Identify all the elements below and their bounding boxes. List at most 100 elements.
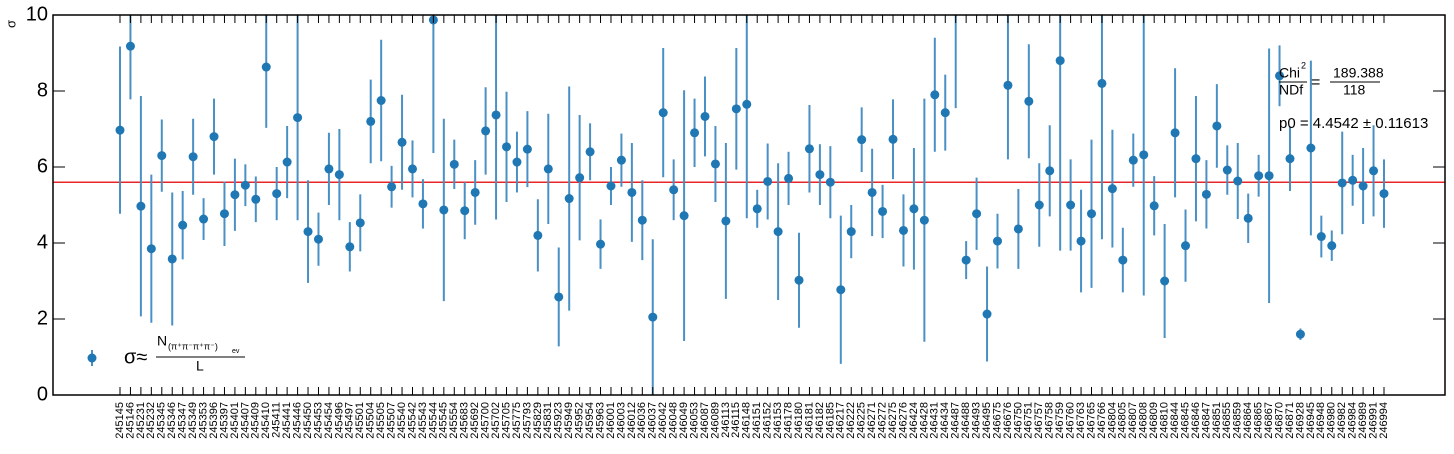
legend-denominator: L bbox=[196, 358, 204, 374]
x-tick-label: 246424 bbox=[908, 402, 920, 439]
x-tick-label: 245453 bbox=[312, 402, 324, 439]
x-tick-label: 245346 bbox=[166, 402, 178, 439]
data-point bbox=[157, 151, 167, 161]
data-point bbox=[637, 215, 647, 225]
x-tick-label: 245952 bbox=[574, 402, 586, 439]
data-point bbox=[1358, 181, 1368, 191]
data-point bbox=[1066, 200, 1076, 210]
data-point bbox=[992, 236, 1002, 246]
x-tick-label: 246493 bbox=[971, 402, 983, 439]
x-tick-label: 246488 bbox=[960, 402, 972, 439]
plot-area bbox=[53, 15, 1445, 395]
data-point bbox=[898, 225, 908, 235]
x-tick-label: 246217 bbox=[835, 402, 847, 439]
x-tick-label: 246048 bbox=[668, 402, 680, 439]
x-tick-label: 246808 bbox=[1138, 402, 1150, 439]
plot-frame bbox=[52, 14, 1446, 396]
y-tick-label: 6 bbox=[37, 155, 48, 177]
data-point bbox=[554, 292, 564, 302]
data-point bbox=[825, 177, 835, 187]
data-point bbox=[282, 157, 292, 167]
data-point bbox=[219, 209, 229, 219]
legend: σ≈ N (π⁺π⁻π⁺π⁻) ev L bbox=[87, 333, 245, 374]
data-point bbox=[857, 135, 867, 145]
data-point bbox=[627, 187, 637, 197]
x-tick-label: 245353 bbox=[197, 402, 209, 439]
x-tick-label: 245831 bbox=[542, 402, 554, 439]
x-tick-label: 245963 bbox=[594, 402, 606, 439]
x-tick-label: 245923 bbox=[553, 402, 565, 439]
data-point bbox=[491, 110, 501, 120]
data-point bbox=[961, 255, 971, 265]
x-tick-label: 246948 bbox=[1315, 402, 1327, 439]
x-tick-label: 246271 bbox=[866, 402, 878, 439]
x-tick-label: 246982 bbox=[1336, 402, 1348, 439]
x-tick-label: 246765 bbox=[1085, 402, 1097, 439]
data-point bbox=[648, 312, 658, 322]
data-point bbox=[334, 170, 344, 180]
x-tick-label: 245702 bbox=[490, 402, 502, 439]
data-point bbox=[533, 230, 543, 240]
data-point bbox=[543, 164, 553, 174]
x-tick-label: 246272 bbox=[876, 402, 888, 439]
data-point bbox=[387, 182, 397, 192]
data-point bbox=[909, 204, 919, 214]
y-tick-label: 10 bbox=[26, 3, 48, 25]
data-point bbox=[1201, 189, 1211, 199]
data-point bbox=[888, 134, 898, 144]
ndf-label: NDf bbox=[1279, 82, 1303, 98]
data-point bbox=[731, 104, 741, 114]
x-tick-label: 246675 bbox=[991, 402, 1003, 439]
data-point bbox=[230, 190, 240, 200]
x-tick-label: 246994 bbox=[1378, 402, 1390, 439]
data-point bbox=[836, 285, 846, 295]
data-point bbox=[1076, 236, 1086, 246]
data-point bbox=[982, 309, 992, 319]
x-tick-label: 245409 bbox=[250, 402, 262, 439]
data-point bbox=[146, 244, 156, 254]
data-point bbox=[585, 147, 595, 157]
x-tick-label: 246003 bbox=[615, 402, 627, 439]
data-point bbox=[240, 180, 250, 190]
x-tick-label: 246851 bbox=[1211, 402, 1223, 439]
data-point bbox=[293, 113, 303, 123]
x-tick-label: 246222 bbox=[845, 402, 857, 439]
legend-marker bbox=[87, 353, 97, 363]
x-tick-label: 245540 bbox=[396, 402, 408, 439]
data-point bbox=[564, 194, 574, 204]
data-point bbox=[940, 108, 950, 118]
x-tick-label: 245146 bbox=[124, 402, 136, 439]
x-tick-label: 245347 bbox=[177, 402, 189, 439]
data-point bbox=[418, 199, 428, 209]
data-point bbox=[700, 111, 710, 121]
x-tick-label: 245231 bbox=[135, 402, 147, 439]
y-tick-label: 2 bbox=[37, 307, 48, 329]
x-tick-label: 245545 bbox=[438, 402, 450, 439]
x-tick-label: 246113 bbox=[720, 402, 732, 438]
data-point bbox=[930, 90, 940, 100]
x-tick-label: 246844 bbox=[1169, 402, 1181, 439]
x-tick-label: 246276 bbox=[897, 402, 909, 439]
x-tick-label: 246766 bbox=[1096, 402, 1108, 439]
x-tick-label: 246037 bbox=[647, 402, 659, 439]
data-point bbox=[1139, 150, 1149, 160]
x-tick-label: 246980 bbox=[1326, 402, 1338, 439]
data-point bbox=[115, 125, 125, 135]
x-tick-label: 246864 bbox=[1242, 402, 1254, 439]
x-tick-label: 245542 bbox=[406, 402, 418, 439]
x-tick-label: 246759 bbox=[1054, 402, 1066, 439]
x-tick-label: 246431 bbox=[929, 402, 941, 439]
data-point bbox=[742, 99, 752, 109]
fit-info: Chi 2 NDf = 189.388 118 p0 = 4.4542 ± 0.… bbox=[1279, 60, 1428, 132]
data-point bbox=[606, 181, 616, 191]
x-tick-label: 246757 bbox=[1033, 402, 1045, 439]
data-point bbox=[616, 155, 626, 165]
y-tick-label: 8 bbox=[37, 79, 48, 101]
data-point bbox=[846, 227, 856, 237]
x-tick-label: 245949 bbox=[563, 402, 575, 439]
x-tick-label: 246049 bbox=[678, 402, 690, 439]
data-point bbox=[251, 194, 261, 204]
x-tick-label: 246185 bbox=[824, 402, 836, 439]
y-tick-label: 4 bbox=[37, 231, 48, 253]
x-tick-label: 246846 bbox=[1190, 402, 1202, 439]
